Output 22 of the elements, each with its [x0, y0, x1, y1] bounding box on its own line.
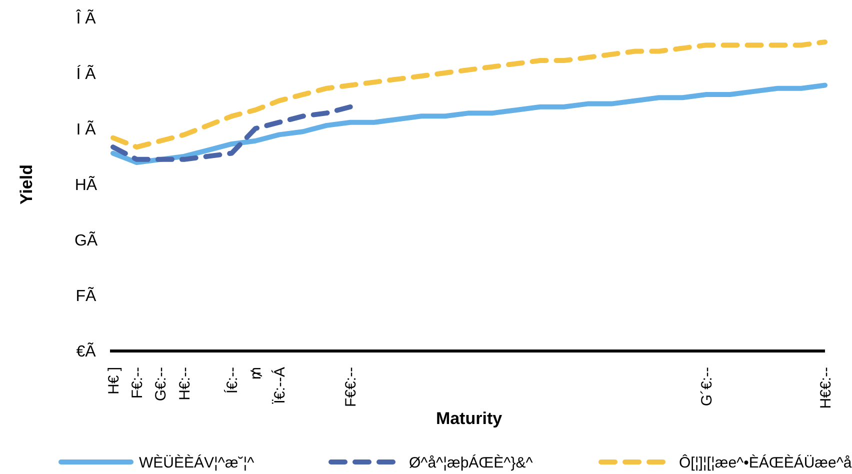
- x-tick-label: H€€:--: [817, 367, 834, 409]
- y-axis-title: Yield: [17, 164, 36, 204]
- x-tick-label: ₥: [248, 367, 265, 380]
- x-tick-label: H€ ]: [105, 367, 122, 395]
- text: Î Ã: [75, 8, 96, 28]
- legend-label: WÈÜÈÈÁV¦^æ˘¦^: [139, 453, 254, 472]
- legend-label: Ô[¦]¦[¦æe^•ÈÁŒÈÁÜæe^å: [679, 453, 852, 472]
- text: GÃ: [74, 230, 98, 250]
- text: €Ã: [76, 342, 96, 361]
- x-tick-label: F€:--: [128, 367, 146, 399]
- x-tick-label: G´€:--: [698, 367, 716, 406]
- text: FÃ: [76, 286, 97, 306]
- x-tick-label: F€€:--: [342, 367, 360, 408]
- text: HÃ: [74, 175, 98, 194]
- x-tick-label: H€:--: [176, 367, 194, 400]
- x-tick-label: G€:--: [152, 367, 170, 402]
- x-tick-label: Í€:--: [222, 367, 241, 394]
- text: Í Ã: [76, 64, 96, 84]
- x-tick-label: Ï€:--Á: [270, 367, 288, 404]
- text: I Ã: [76, 120, 96, 139]
- x-axis-title: Maturity: [436, 409, 503, 428]
- legend-label: Ø^å^¦æþÁŒÈ^}&^: [409, 453, 533, 472]
